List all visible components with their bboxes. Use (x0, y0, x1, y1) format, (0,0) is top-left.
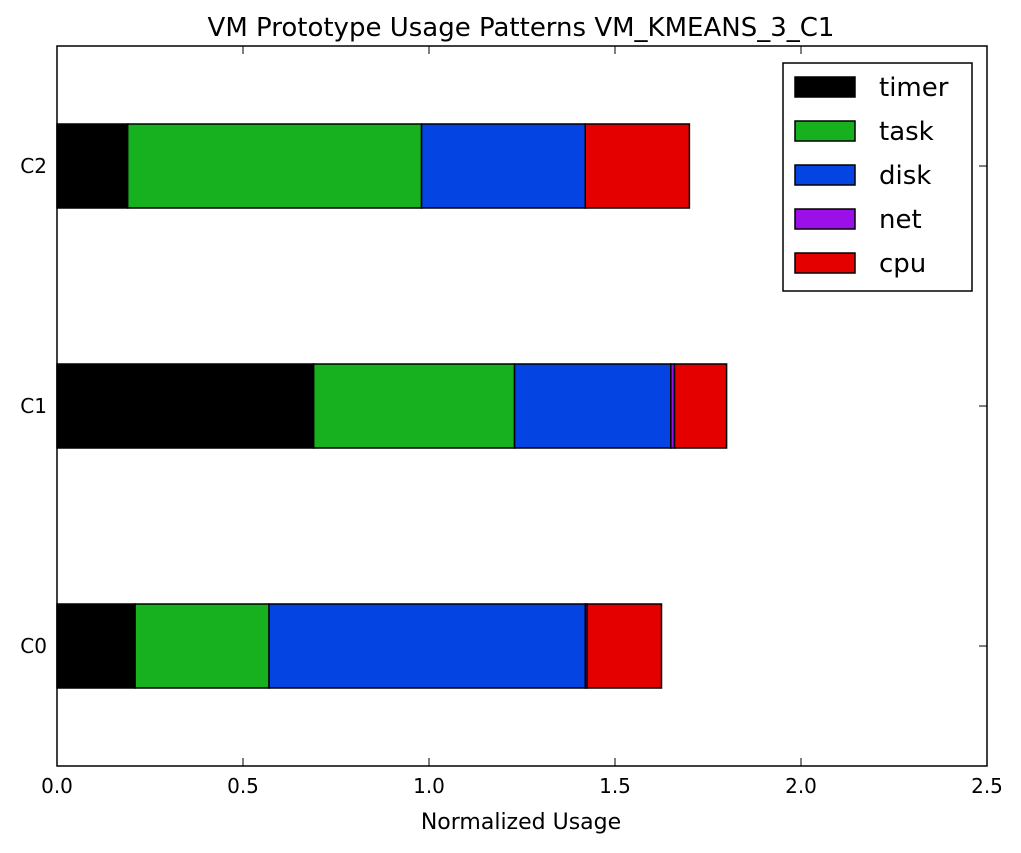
x-tick-label: 0.5 (227, 774, 259, 798)
y-tick-label: C0 (20, 634, 47, 658)
plot-frame (56, 45, 988, 767)
bar-segment-task-c1 (312, 363, 516, 449)
legend-label-timer: timer (879, 73, 949, 103)
legend-swatch-net (794, 208, 856, 230)
legend-swatch-cpu (794, 252, 856, 274)
x-tick-label: 1.0 (413, 774, 445, 798)
legend-label-task: task (879, 117, 934, 147)
y-tick-label: C2 (20, 154, 47, 178)
bar-segment-timer-c2 (56, 123, 129, 209)
x-axis-label: Normalized Usage (421, 810, 621, 835)
bar-segment-timer-c1 (56, 363, 315, 449)
y-tick-label: C1 (20, 394, 47, 418)
bar-segment-disk-c0 (268, 603, 586, 689)
bar-segment-cpu-c1 (673, 363, 728, 449)
legend-label-disk: disk (879, 161, 931, 191)
x-tick-label: 0.0 (41, 774, 73, 798)
legend-swatch-task (794, 120, 856, 142)
bar-segment-timer-c0 (56, 603, 136, 689)
bar-segment-disk-c1 (513, 363, 672, 449)
legend-swatch-disk (794, 164, 856, 186)
x-tick-label: 2.0 (785, 774, 817, 798)
legend-label-net: net (879, 205, 922, 235)
x-tick-label: 1.5 (599, 774, 631, 798)
x-tick-label: 2.5 (971, 774, 1003, 798)
chart-title: VM Prototype Usage Patterns VM_KMEANS_3_… (208, 13, 835, 43)
bar-segment-disk-c2 (420, 123, 586, 209)
legend-label-cpu: cpu (879, 249, 926, 279)
legend-swatch-timer (794, 76, 856, 98)
bar-segment-cpu-c2 (584, 123, 691, 209)
bar-segment-task-c0 (134, 603, 270, 689)
bar-segment-cpu-c0 (586, 603, 663, 689)
bar-segment-task-c2 (126, 123, 423, 209)
